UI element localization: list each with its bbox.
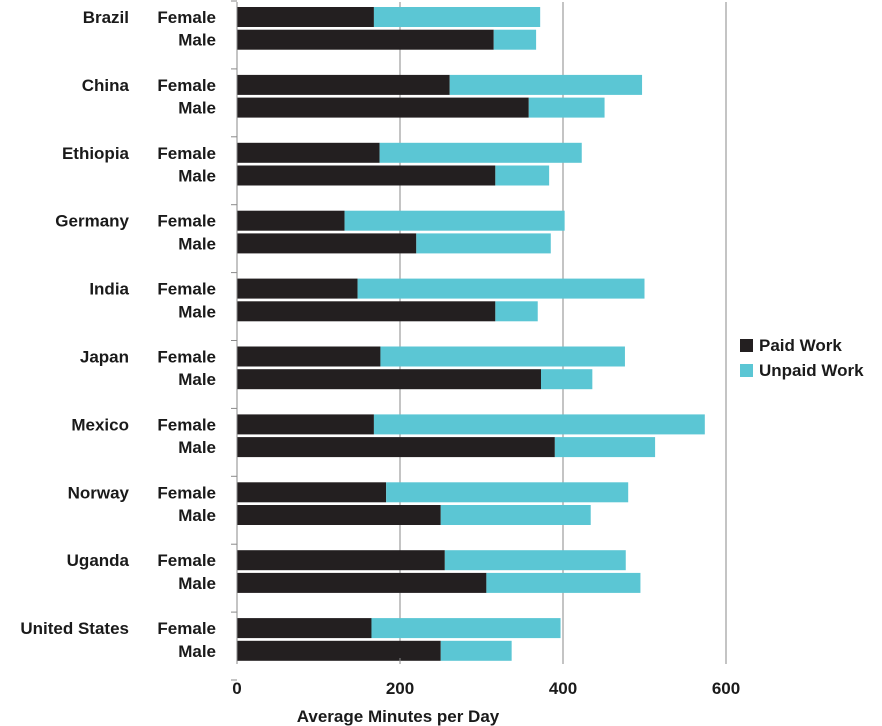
gender-label: Female (157, 76, 216, 95)
bar-paid (237, 618, 372, 639)
gender-label: Male (178, 438, 216, 457)
bar-unpaid (495, 301, 538, 322)
legend-label-paid: Paid Work (759, 336, 842, 355)
bar-unpaid (444, 550, 626, 571)
gender-label: Female (157, 619, 216, 638)
gender-label: Male (178, 167, 216, 186)
category-labels: Female Male Brazil Female Male China Female Mal… (20, 8, 216, 661)
x-tick-label: 600 (712, 679, 740, 698)
bar-paid (237, 233, 417, 254)
bar-paid (237, 301, 496, 322)
bar-unpaid (371, 618, 561, 639)
bar-unpaid (449, 74, 643, 95)
gender-label: Female (157, 8, 216, 27)
country-label: China (82, 76, 130, 95)
country-label: United States (20, 619, 129, 638)
bar-paid (237, 165, 496, 186)
bar-unpaid (357, 278, 645, 299)
gender-label: Male (178, 99, 216, 118)
bar-paid (237, 640, 441, 661)
legend-swatch-paid (740, 339, 753, 352)
bar-paid (237, 210, 345, 231)
bar-paid (237, 29, 494, 50)
bar-unpaid (495, 165, 550, 186)
gender-label: Male (178, 234, 216, 253)
gender-label: Male (178, 574, 216, 593)
country-label: Japan (80, 348, 129, 367)
x-tick-label: 200 (386, 679, 414, 698)
bar-unpaid (373, 414, 705, 435)
bar-paid (237, 482, 387, 503)
country-label: Norway (68, 483, 130, 502)
gender-label: Female (157, 212, 216, 231)
bar-paid (237, 550, 445, 571)
gender-label: Female (157, 551, 216, 570)
country-label: Brazil (83, 8, 129, 27)
bar-paid (237, 572, 487, 593)
bar-unpaid (486, 572, 641, 593)
bar-paid (237, 74, 450, 95)
bar-unpaid (344, 210, 565, 231)
bar-paid (237, 505, 441, 525)
gender-label: Male (178, 642, 216, 661)
x-tick-labels: 0 200 400 600 (232, 679, 740, 698)
gender-label: Female (157, 280, 216, 299)
legend: Paid Work Unpaid Work (740, 336, 864, 380)
bar-paid (237, 437, 555, 458)
bar-paid (237, 346, 381, 367)
gender-label: Female (157, 348, 216, 367)
country-label: Uganda (67, 551, 130, 570)
bar-unpaid (440, 640, 512, 661)
bar-unpaid (416, 233, 551, 254)
bar-unpaid (373, 7, 541, 27)
country-label: Mexico (71, 415, 129, 434)
bar-paid (237, 414, 374, 435)
gender-label: Female (157, 415, 216, 434)
bar-paid (237, 7, 374, 27)
bar-unpaid (540, 369, 593, 390)
bar-paid (237, 369, 541, 390)
bar-paid (237, 278, 358, 299)
gender-label: Male (178, 31, 216, 50)
x-tick-label: 400 (549, 679, 577, 698)
country-label: India (89, 280, 129, 299)
gender-label: Female (157, 144, 216, 163)
axes (231, 0, 727, 681)
bar-unpaid (379, 142, 582, 163)
gender-label: Male (178, 302, 216, 321)
gender-label: Female (157, 483, 216, 502)
gender-label: Male (178, 506, 216, 525)
bar-unpaid (440, 505, 591, 525)
bar-unpaid (528, 97, 605, 118)
legend-label-unpaid: Unpaid Work (759, 361, 864, 380)
gender-label: Male (178, 370, 216, 389)
country-label: Ethiopia (62, 144, 130, 163)
x-tick-label: 0 (232, 679, 241, 698)
bar-unpaid (493, 29, 537, 50)
bar-unpaid (386, 482, 629, 503)
bar-paid (237, 97, 529, 118)
legend-swatch-unpaid (740, 364, 753, 377)
country-label: Germany (55, 212, 129, 231)
bar-paid (237, 142, 380, 163)
bar-unpaid (554, 437, 656, 458)
x-axis-title: Average Minutes per Day (297, 707, 500, 726)
bar-unpaid (380, 346, 625, 367)
bars (237, 7, 705, 661)
